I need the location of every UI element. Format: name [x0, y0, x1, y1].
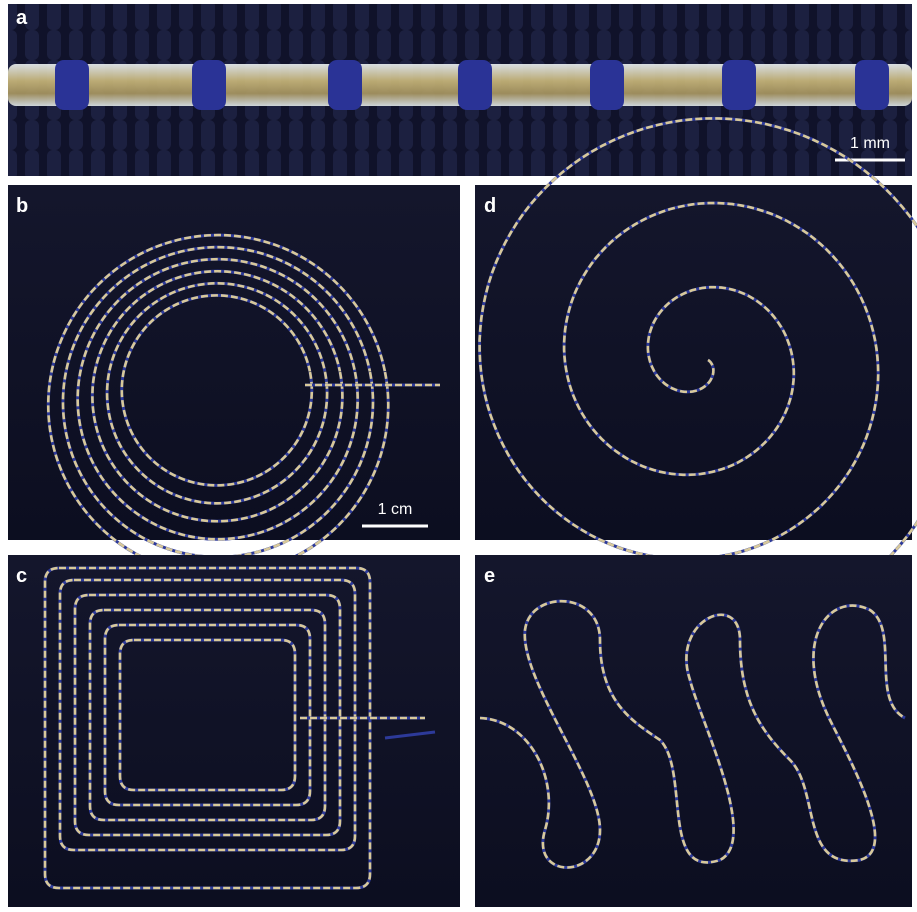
- panel-e: e: [475, 555, 912, 907]
- panel-label: a: [16, 7, 28, 29]
- panel-d: d: [475, 118, 917, 575]
- panel-label: e: [484, 565, 495, 587]
- scale-bar-label: 1 mm: [850, 135, 890, 152]
- panel-b: b 1 cm: [8, 185, 460, 575]
- scale-bar-label: 1 cm: [378, 501, 413, 518]
- panel-label: c: [16, 565, 27, 587]
- photo-background: [475, 185, 912, 540]
- photo-background: [8, 185, 460, 540]
- figure: a 1 mm b 1 cm d c e: [0, 0, 917, 912]
- panel-c: c: [8, 555, 460, 907]
- panel-label: d: [484, 195, 496, 217]
- panel-label: b: [16, 195, 28, 217]
- panel-a: a 1 mm: [8, 4, 912, 176]
